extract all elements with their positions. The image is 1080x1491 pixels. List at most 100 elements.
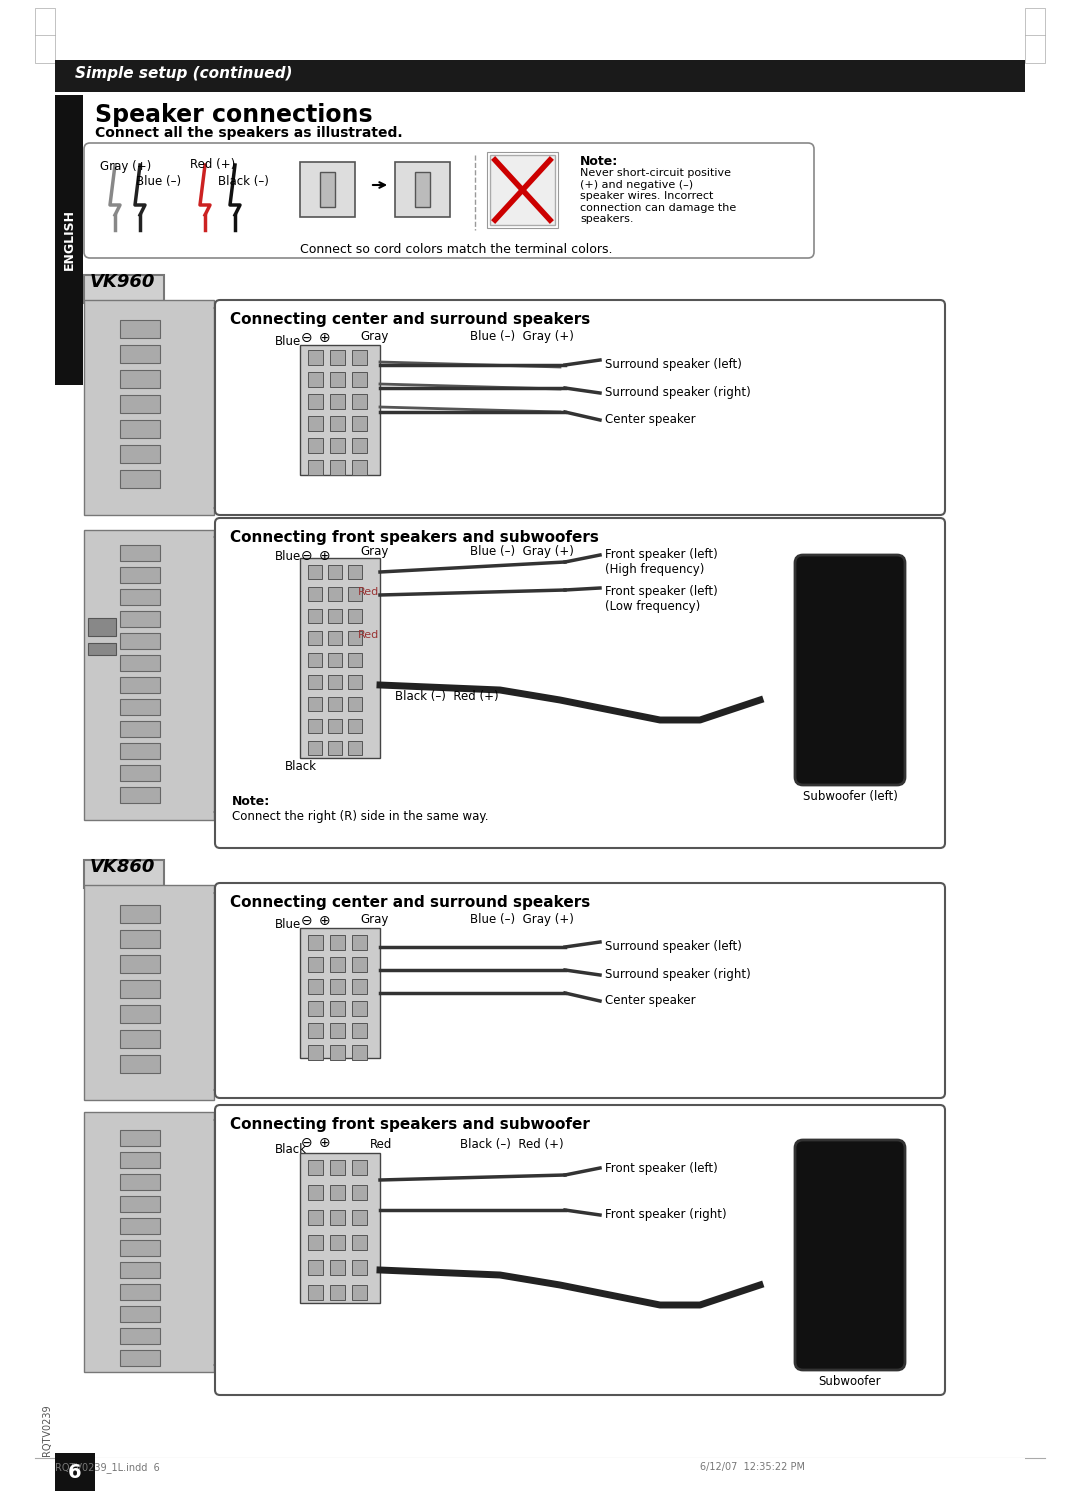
Text: Blue: Blue: [275, 335, 301, 347]
Text: Red: Red: [357, 631, 379, 640]
Bar: [120, 1130, 160, 1147]
Bar: [352, 1185, 367, 1200]
Circle shape: [805, 1164, 895, 1255]
Text: Subwoofer (left): Subwoofer (left): [802, 790, 897, 804]
Text: VK960: VK960: [90, 273, 156, 291]
Text: Connecting center and surround speakers: Connecting center and surround speakers: [230, 312, 591, 327]
Text: Connect the right (R) side in the same way.: Connect the right (R) side in the same w…: [232, 810, 488, 823]
Bar: [308, 416, 323, 431]
Bar: [352, 1000, 367, 1015]
Bar: [120, 1241, 160, 1255]
Bar: [308, 1045, 323, 1060]
Bar: [330, 1185, 345, 1200]
Bar: [120, 655, 160, 671]
Text: Blue (–)  Gray (+): Blue (–) Gray (+): [470, 912, 573, 926]
Bar: [1025, 7, 1045, 63]
Bar: [120, 787, 160, 804]
Bar: [308, 1023, 323, 1038]
Bar: [348, 653, 362, 666]
Bar: [330, 461, 345, 476]
Bar: [352, 957, 367, 972]
Text: Surround speaker (left): Surround speaker (left): [605, 358, 742, 371]
Bar: [308, 1160, 323, 1175]
Bar: [352, 1023, 367, 1038]
Text: Surround speaker (right): Surround speaker (right): [605, 968, 751, 981]
Bar: [120, 370, 160, 388]
Text: Surround speaker (left): Surround speaker (left): [605, 939, 742, 953]
Text: Note:: Note:: [580, 155, 618, 168]
Text: Center speaker: Center speaker: [605, 994, 696, 1006]
Text: Blue (–): Blue (–): [136, 174, 181, 188]
Bar: [120, 1328, 160, 1343]
Text: ENGLISH: ENGLISH: [63, 210, 76, 270]
Bar: [330, 1260, 345, 1275]
Bar: [330, 1160, 345, 1175]
Text: Surround speaker (right): Surround speaker (right): [605, 386, 751, 400]
Bar: [120, 1306, 160, 1323]
Bar: [308, 461, 323, 476]
Text: VK860: VK860: [90, 857, 156, 877]
Bar: [352, 350, 367, 365]
Bar: [352, 438, 367, 453]
Bar: [55, 60, 1025, 92]
Bar: [352, 1260, 367, 1275]
Bar: [308, 350, 323, 365]
Bar: [328, 653, 342, 666]
Bar: [348, 565, 362, 579]
Text: Connect so cord colors match the terminal colors.: Connect so cord colors match the termina…: [300, 243, 612, 256]
Bar: [348, 675, 362, 689]
Bar: [328, 719, 342, 734]
Text: ⊖: ⊖: [301, 1136, 313, 1150]
Bar: [328, 741, 342, 754]
Bar: [120, 905, 160, 923]
Bar: [120, 1030, 160, 1048]
Text: Gray (+): Gray (+): [100, 160, 151, 173]
Bar: [330, 438, 345, 453]
Bar: [330, 1023, 345, 1038]
Text: ⊕: ⊕: [320, 549, 330, 564]
Bar: [308, 438, 323, 453]
Bar: [35, 7, 55, 63]
Circle shape: [805, 675, 895, 765]
Bar: [348, 631, 362, 646]
Bar: [330, 1000, 345, 1015]
Bar: [352, 371, 367, 388]
Bar: [330, 1045, 345, 1060]
Bar: [330, 350, 345, 365]
FancyBboxPatch shape: [215, 1105, 945, 1396]
Bar: [308, 1211, 323, 1226]
Bar: [308, 675, 322, 689]
Bar: [120, 634, 160, 649]
Text: Connect all the speakers as illustrated.: Connect all the speakers as illustrated.: [95, 127, 403, 140]
Bar: [330, 980, 345, 994]
Text: Black (–)  Red (+): Black (–) Red (+): [460, 1138, 564, 1151]
Text: Front speaker (left)
(High frequency): Front speaker (left) (High frequency): [605, 549, 718, 576]
Bar: [348, 719, 362, 734]
Bar: [120, 589, 160, 605]
Bar: [55, 95, 83, 385]
Bar: [308, 608, 322, 623]
Bar: [84, 886, 214, 1100]
Text: Never short-circuit positive
(+) and negative (–)
speaker wires. Incorrect
conne: Never short-circuit positive (+) and neg…: [580, 168, 737, 225]
Text: Blue (–)  Gray (+): Blue (–) Gray (+): [470, 546, 573, 558]
Text: Black (–): Black (–): [218, 174, 269, 188]
Bar: [120, 1196, 160, 1212]
Bar: [120, 321, 160, 338]
Bar: [300, 558, 380, 757]
Bar: [352, 461, 367, 476]
Text: ⊕: ⊕: [320, 914, 330, 927]
Bar: [120, 765, 160, 781]
Text: Gray: Gray: [360, 546, 389, 558]
Bar: [330, 935, 345, 950]
Bar: [84, 860, 164, 889]
Text: Red (+): Red (+): [190, 158, 235, 171]
Bar: [308, 719, 322, 734]
Bar: [120, 677, 160, 693]
Bar: [308, 587, 322, 601]
Bar: [330, 957, 345, 972]
Text: ⊕: ⊕: [320, 1136, 330, 1150]
Bar: [308, 1185, 323, 1200]
Bar: [308, 1285, 323, 1300]
Text: Black (–)  Red (+): Black (–) Red (+): [395, 690, 499, 702]
Bar: [120, 1153, 160, 1167]
